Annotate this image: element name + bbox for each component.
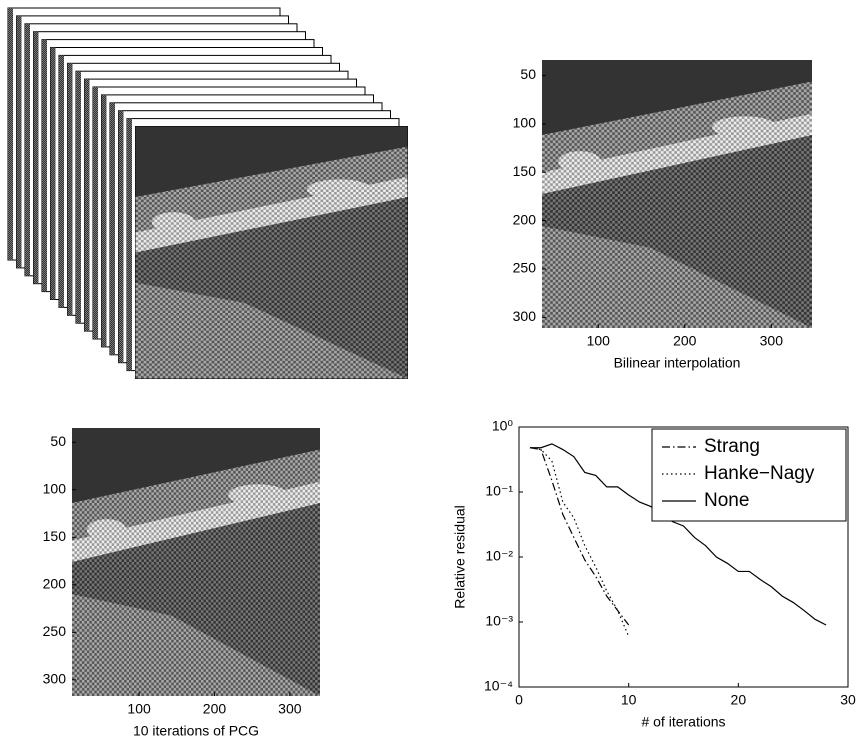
y-tick-label: 200: [513, 211, 537, 227]
frame-edge: [67, 63, 73, 316]
y-tick-label: 10⁰: [492, 418, 514, 434]
legend-box: [651, 428, 847, 522]
legend-label: Strang: [704, 436, 760, 457]
y-tick-label: 50: [520, 66, 536, 82]
frame-edge: [127, 118, 132, 371]
series-line: [529, 447, 630, 637]
frame-edge: [50, 47, 56, 300]
legend-label: Hanke−Nagy: [704, 463, 815, 484]
y-tick-label: 300: [513, 308, 537, 324]
x-axis-label: Bilinear interpolation: [614, 355, 741, 371]
frame-edge: [25, 23, 30, 276]
x-tick-label: 20: [731, 692, 747, 708]
frame-edge: [110, 102, 115, 355]
x-tick-label: 100: [587, 333, 611, 349]
image: [542, 60, 812, 328]
y-tick-label: 100: [513, 115, 537, 131]
legend-label: None: [704, 490, 749, 511]
y-tick-label: 300: [43, 671, 67, 687]
x-tick-label: 30: [840, 692, 856, 708]
frame-edge: [59, 55, 64, 308]
frame-edge: [42, 39, 47, 292]
x-axis-label: # of iterations: [641, 714, 725, 730]
y-tick-label: 150: [43, 528, 67, 544]
frame-edge: [101, 94, 107, 347]
x-tick-label: 300: [760, 333, 784, 349]
y-tick-label: 250: [43, 623, 67, 639]
x-tick-label: 300: [278, 701, 302, 717]
y-tick-label: 10⁻⁴: [484, 678, 513, 694]
y-tick-label: 10⁻¹: [485, 483, 513, 499]
series-line: [529, 443, 827, 626]
y-tick-label: 100: [43, 480, 67, 496]
x-tick-label: 200: [673, 333, 697, 349]
frame-image: [135, 126, 408, 379]
x-tick-label: 100: [127, 701, 151, 717]
series-line: [529, 447, 630, 626]
frame-edge: [84, 79, 90, 332]
x-tick-label: 200: [203, 701, 227, 717]
y-tick-label: 50: [50, 433, 66, 449]
y-tick-label: 10⁻²: [485, 548, 513, 564]
frame-edge: [8, 8, 13, 260]
y-tick-label: 150: [513, 163, 537, 179]
frame-edge: [93, 87, 98, 339]
image: [72, 428, 320, 696]
x-tick-label: 0: [515, 692, 523, 708]
frame-edge: [118, 110, 124, 363]
frame-edge: [16, 15, 22, 268]
y-tick-label: 10⁻³: [485, 613, 513, 629]
y-axis-label: Relative residual: [452, 505, 468, 609]
x-tick-label: 10: [621, 692, 637, 708]
image-stack: [7, 7, 408, 379]
frame-edge: [33, 31, 39, 284]
y-tick-label: 200: [43, 576, 67, 592]
y-tick-label: 250: [513, 260, 537, 276]
x-axis-label: 10 iterations of PCG: [133, 723, 259, 739]
frame-edge: [76, 71, 81, 324]
